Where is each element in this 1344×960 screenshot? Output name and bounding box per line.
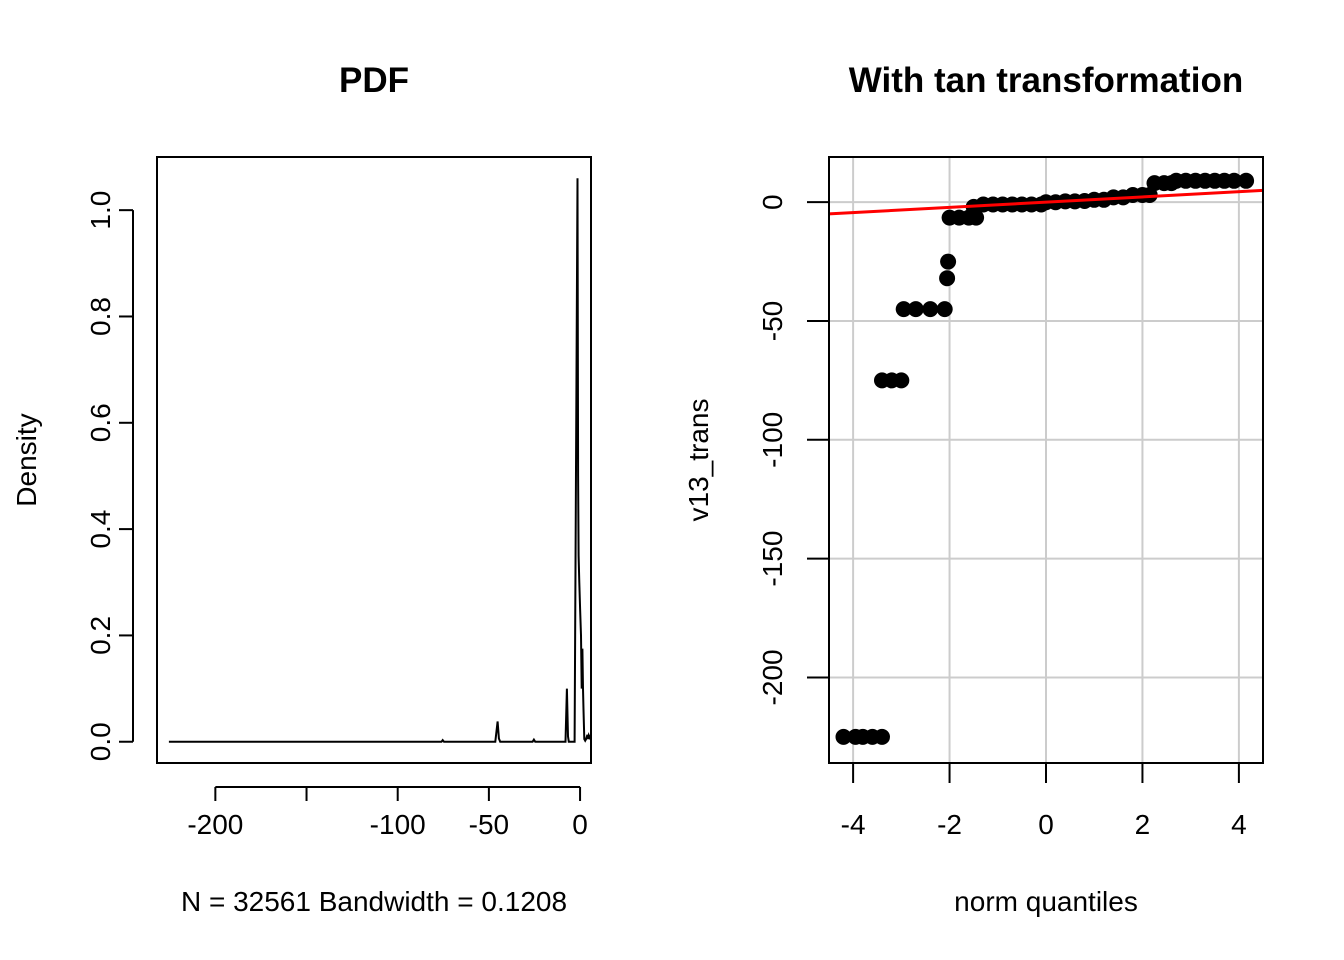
density-plot-frame [156, 156, 592, 764]
qq-point [895, 301, 912, 318]
density-y-tick-label: 0.0 [85, 722, 116, 761]
qq-x-tick-label: -4 [841, 809, 866, 840]
qq-point [907, 301, 924, 318]
density-x-tick-label: 0 [572, 809, 588, 840]
density-ylabel: Density [11, 413, 42, 506]
qq-y-axis: 0 -50 -100 -150 -200 [757, 194, 829, 705]
density-title: PDF [339, 61, 409, 100]
qq-plot-frame [828, 156, 1264, 764]
qq-title: With tan transformation [849, 61, 1243, 100]
qq-reference-line [828, 188, 1264, 216]
density-x-tick-label: -100 [370, 809, 426, 840]
density-y-tick-label: 1.0 [85, 191, 116, 230]
qq-y-tick-label: -100 [757, 412, 788, 468]
qq-point [835, 728, 852, 745]
qq-point [1238, 172, 1255, 189]
qq-ylabel: v13_trans [683, 399, 714, 522]
qq-x-tick-label: 4 [1231, 809, 1247, 840]
qq-y-tick-label: -50 [757, 301, 788, 341]
qq-y-tick-label: -150 [757, 531, 788, 587]
qq-point [893, 372, 910, 389]
qq-x-tick-label: 0 [1038, 809, 1054, 840]
density-y-tick-label: 0.2 [85, 616, 116, 655]
qq-point [939, 270, 956, 287]
qq-point [936, 301, 953, 318]
qq-x-tick-label: -2 [937, 809, 962, 840]
qq-panel: With tan transformation norm quantiles v… [683, 61, 1264, 917]
qq-x-tick-label: 2 [1135, 809, 1151, 840]
qq-point [922, 301, 939, 318]
density-y-tick-label: 0.8 [85, 297, 116, 336]
density-x-tick-label: -200 [187, 809, 243, 840]
qq-y-tick-label: -200 [757, 649, 788, 705]
density-x-axis: -200 -100 -50 0 [187, 786, 588, 840]
qq-y-tick-label: 0 [757, 194, 788, 210]
qq-point [940, 253, 957, 270]
qq-point [874, 728, 890, 745]
density-x-tick-label: -50 [469, 809, 509, 840]
density-panel: PDF N = 32561 Bandwidth = 0.1208 Density… [11, 61, 592, 917]
density-y-tick-label: 0.4 [85, 510, 116, 549]
density-y-axis: 0.0 0.2 0.4 0.6 0.8 1.0 [85, 191, 134, 761]
qq-xlabel: norm quantiles [954, 886, 1138, 917]
density-y-tick-label: 0.6 [85, 403, 116, 442]
density-curve [168, 178, 592, 743]
qq-x-axis: -4 -2 0 2 4 [841, 762, 1247, 840]
qq-point [1226, 172, 1243, 189]
density-xlabel: N = 32561 Bandwidth = 0.1208 [181, 886, 567, 917]
